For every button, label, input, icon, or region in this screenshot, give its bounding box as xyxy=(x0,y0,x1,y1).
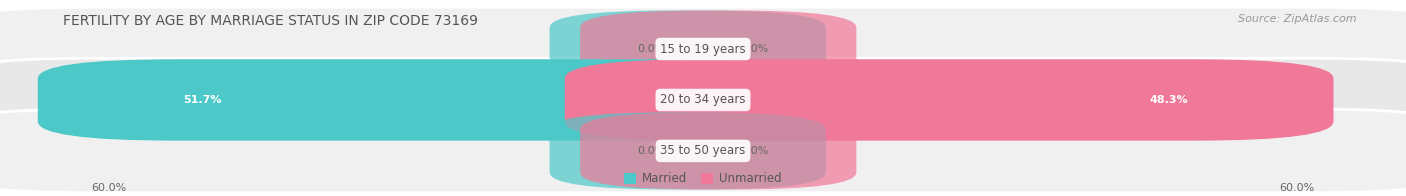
Text: 0.0%: 0.0% xyxy=(741,146,769,156)
Text: 60.0%: 60.0% xyxy=(91,183,127,193)
Text: 60.0%: 60.0% xyxy=(1279,183,1315,193)
FancyBboxPatch shape xyxy=(0,109,1406,193)
FancyBboxPatch shape xyxy=(0,7,1406,91)
FancyBboxPatch shape xyxy=(550,112,825,190)
Text: 0.0%: 0.0% xyxy=(741,44,769,54)
FancyBboxPatch shape xyxy=(581,112,856,190)
Text: FERTILITY BY AGE BY MARRIAGE STATUS IN ZIP CODE 73169: FERTILITY BY AGE BY MARRIAGE STATUS IN Z… xyxy=(63,14,478,28)
Text: 0.0%: 0.0% xyxy=(637,146,665,156)
FancyBboxPatch shape xyxy=(0,58,1406,142)
Text: 20 to 34 years: 20 to 34 years xyxy=(661,93,745,106)
Text: Source: ZipAtlas.com: Source: ZipAtlas.com xyxy=(1239,14,1357,24)
Text: 35 to 50 years: 35 to 50 years xyxy=(661,144,745,157)
FancyBboxPatch shape xyxy=(581,10,856,88)
FancyBboxPatch shape xyxy=(550,10,825,88)
Text: 15 to 19 years: 15 to 19 years xyxy=(661,43,745,55)
Text: 48.3%: 48.3% xyxy=(1150,95,1188,105)
Legend: Married, Unmarried: Married, Unmarried xyxy=(620,168,786,190)
Text: 51.7%: 51.7% xyxy=(183,95,222,105)
FancyBboxPatch shape xyxy=(565,59,1333,141)
FancyBboxPatch shape xyxy=(38,59,841,141)
Text: 0.0%: 0.0% xyxy=(637,44,665,54)
